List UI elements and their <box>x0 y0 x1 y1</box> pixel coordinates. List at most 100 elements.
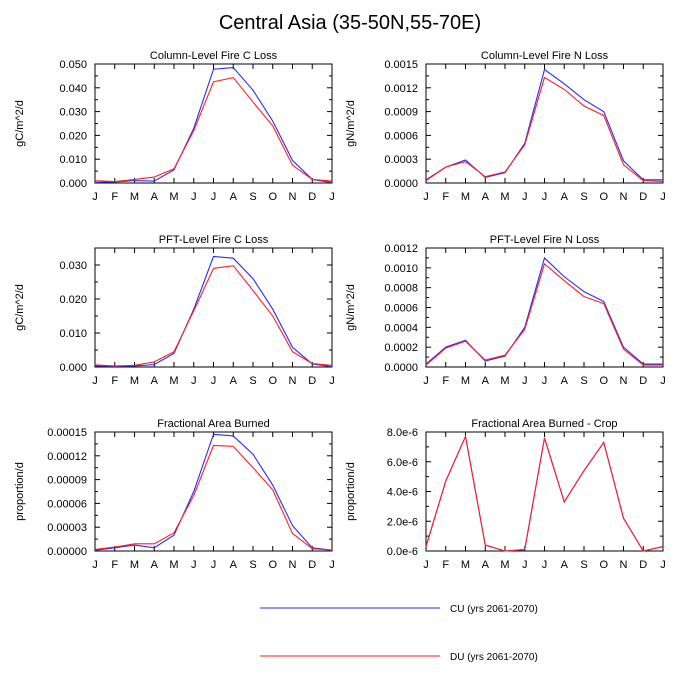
x-tick-label: O <box>599 191 608 203</box>
x-tick-label: J <box>660 191 666 203</box>
x-tick-label: O <box>599 559 608 571</box>
x-tick-label: S <box>580 375 587 387</box>
plot-frame <box>425 247 664 368</box>
series-line-du <box>94 76 333 183</box>
chart-title: Fractional Area Burned <box>157 418 270 430</box>
series-line-cu <box>94 66 333 184</box>
series-line-du <box>94 444 333 551</box>
y-tick-label: 0.010 <box>59 328 87 340</box>
x-tick-label: A <box>230 375 238 387</box>
x-tick-label: S <box>249 375 256 387</box>
x-tick-label: F <box>111 191 118 203</box>
x-tick-label: M <box>130 375 139 387</box>
x-tick-label: J <box>92 559 98 571</box>
x-tick-label: M <box>169 191 178 203</box>
series-line-cu <box>425 256 663 365</box>
x-tick-label: J <box>329 191 335 203</box>
x-tick-label: M <box>461 191 470 203</box>
y-axis-label: gN/m^2/d <box>345 100 357 147</box>
series-line-cu <box>425 68 663 181</box>
y-tick-label: 0.030 <box>59 107 87 119</box>
x-tick-label: A <box>561 375 569 387</box>
x-tick-label: O <box>268 375 277 387</box>
x-tick-label: N <box>620 375 628 387</box>
x-tick-label: S <box>580 191 587 203</box>
y-tick-label: 0.0015 <box>384 59 418 71</box>
x-tick-label: J <box>542 191 548 203</box>
x-tick-label: M <box>169 375 178 387</box>
x-tick-label: J <box>211 191 217 203</box>
x-tick-label: M <box>500 559 509 571</box>
y-tick-label: 0.0012 <box>384 243 418 255</box>
y-tick-label: 0.0004 <box>384 322 418 334</box>
x-tick-label: D <box>308 191 316 203</box>
x-tick-label: J <box>423 191 429 203</box>
y-tick-label: 0.000 <box>59 178 87 190</box>
x-tick-label: A <box>230 191 238 203</box>
legend-label-cu: CU (yrs 2061-2070) <box>450 604 538 615</box>
x-tick-label: J <box>542 375 548 387</box>
y-tick-label: 0.0e-6 <box>387 546 418 558</box>
chart-panel-6: Fractional Area Burned - Crop proportion/… <box>345 418 666 571</box>
y-tick-label: 8.0e-6 <box>387 427 418 439</box>
series-line-du <box>94 265 333 367</box>
y-axis-label: proportion/d <box>345 462 357 521</box>
x-tick-label: A <box>230 559 238 571</box>
x-tick-label: D <box>308 375 316 387</box>
y-axis-label: proportion/d <box>14 462 26 521</box>
x-tick-label: M <box>169 559 178 571</box>
y-tick-label: 0.0000 <box>384 178 418 190</box>
y-axis-label: gN/m^2/d <box>345 284 357 331</box>
y-tick-label: 0.0008 <box>384 283 418 295</box>
x-tick-label: J <box>92 375 98 387</box>
legend-label-du: DU (yrs 2061-2070) <box>450 652 538 663</box>
y-tick-label: 0.00009 <box>47 475 87 487</box>
y-tick-label: 0.0006 <box>384 130 418 142</box>
y-tick-label: 4.0e-6 <box>387 487 418 499</box>
series-line-cu <box>94 255 333 368</box>
x-tick-label: J <box>211 559 217 571</box>
x-tick-label: J <box>191 559 197 571</box>
x-tick-label: D <box>639 559 647 571</box>
x-tick-label: O <box>268 191 277 203</box>
x-tick-label: F <box>111 375 118 387</box>
x-tick-label: A <box>151 559 159 571</box>
y-tick-label: 0.020 <box>59 294 87 306</box>
y-tick-label: 0.0012 <box>384 83 418 95</box>
x-tick-label: J <box>329 559 335 571</box>
x-tick-label: J <box>191 191 197 203</box>
x-tick-label: S <box>580 559 587 571</box>
y-tick-label: 0.00003 <box>47 522 87 534</box>
chart-title: Column-Level Fire C Loss <box>150 50 278 62</box>
series-line-du <box>425 262 663 366</box>
plot-frame <box>94 247 333 368</box>
y-tick-label: 0.00006 <box>47 498 87 510</box>
x-tick-label: D <box>639 191 647 203</box>
x-tick-label: J <box>522 559 528 571</box>
x-tick-label: A <box>151 375 159 387</box>
series-line-cu <box>425 434 664 552</box>
x-tick-label: M <box>500 191 509 203</box>
x-tick-label: A <box>561 191 569 203</box>
y-axis-label: gC/m^2/d <box>14 100 26 147</box>
x-tick-label: J <box>423 559 429 571</box>
x-tick-label: O <box>268 559 277 571</box>
y-tick-label: 0.00015 <box>47 427 87 439</box>
x-tick-label: J <box>211 375 217 387</box>
x-tick-label: N <box>620 559 628 571</box>
y-tick-label: 0.0003 <box>384 154 418 166</box>
x-tick-label: J <box>522 375 528 387</box>
x-tick-label: D <box>639 375 647 387</box>
chart-title: PFT-Level Fire N Loss <box>490 234 600 246</box>
x-tick-label: A <box>482 191 490 203</box>
x-tick-label: J <box>542 559 548 571</box>
y-tick-label: 6.0e-6 <box>387 457 418 469</box>
x-tick-label: N <box>289 559 297 571</box>
y-tick-label: 0.000 <box>59 362 87 374</box>
y-tick-label: 0.00000 <box>47 546 87 558</box>
